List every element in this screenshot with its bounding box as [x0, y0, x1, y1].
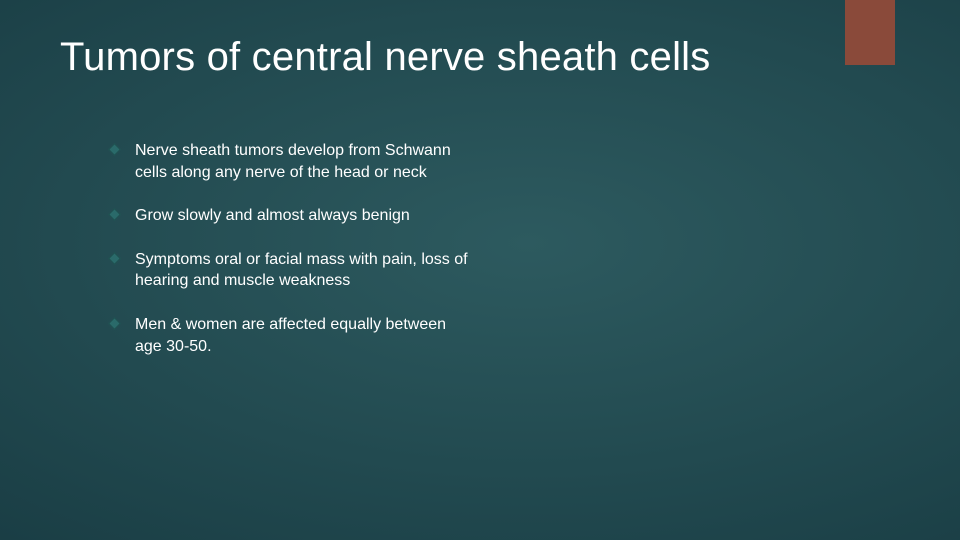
bullet-list: Nerve sheath tumors develop from Schwann… [110, 140, 470, 357]
bullet-text: Men & women are affected equally between… [135, 314, 470, 357]
slide-title: Tumors of central nerve sheath cells [60, 35, 900, 80]
diamond-bullet-icon [108, 143, 121, 156]
diamond-bullet-icon [108, 317, 121, 330]
bullet-text: Symptoms oral or facial mass with pain, … [135, 249, 470, 292]
slide-container: Tumors of central nerve sheath cells Ner… [0, 0, 960, 540]
diamond-bullet-icon [108, 208, 121, 221]
list-item: Grow slowly and almost always benign [110, 205, 470, 227]
bullet-text: Nerve sheath tumors develop from Schwann… [135, 140, 470, 183]
list-item: Men & women are affected equally between… [110, 314, 470, 357]
bullet-text: Grow slowly and almost always benign [135, 205, 410, 227]
diamond-bullet-icon [108, 252, 121, 265]
list-item: Nerve sheath tumors develop from Schwann… [110, 140, 470, 183]
list-item: Symptoms oral or facial mass with pain, … [110, 249, 470, 292]
